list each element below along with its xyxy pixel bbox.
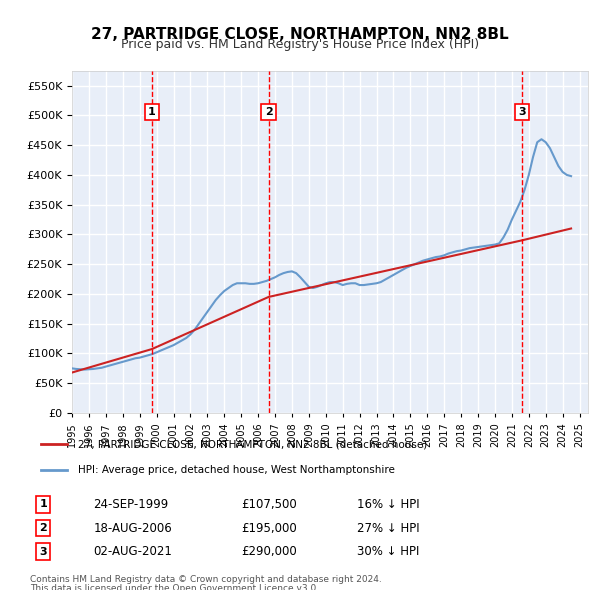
Text: 02-AUG-2021: 02-AUG-2021	[94, 545, 172, 558]
Text: Contains HM Land Registry data © Crown copyright and database right 2024.: Contains HM Land Registry data © Crown c…	[30, 575, 382, 584]
Text: £107,500: £107,500	[241, 498, 297, 511]
Text: 3: 3	[40, 547, 47, 556]
Text: 27, PARTRIDGE CLOSE, NORTHAMPTON, NN2 8BL: 27, PARTRIDGE CLOSE, NORTHAMPTON, NN2 8B…	[91, 27, 509, 41]
Text: 27% ↓ HPI: 27% ↓ HPI	[358, 522, 420, 535]
Text: £290,000: £290,000	[241, 545, 297, 558]
Text: 27, PARTRIDGE CLOSE, NORTHAMPTON, NN2 8BL (detached house): 27, PARTRIDGE CLOSE, NORTHAMPTON, NN2 8B…	[77, 440, 427, 449]
Text: £195,000: £195,000	[241, 522, 297, 535]
Text: 2: 2	[265, 107, 272, 117]
Text: 3: 3	[518, 107, 526, 117]
Text: 18-AUG-2006: 18-AUG-2006	[94, 522, 172, 535]
Text: 16% ↓ HPI: 16% ↓ HPI	[358, 498, 420, 511]
Text: This data is licensed under the Open Government Licence v3.0.: This data is licensed under the Open Gov…	[30, 584, 319, 590]
Text: 24-SEP-1999: 24-SEP-1999	[94, 498, 169, 511]
Text: 30% ↓ HPI: 30% ↓ HPI	[358, 545, 420, 558]
Text: 1: 1	[40, 500, 47, 509]
Text: 1: 1	[148, 107, 156, 117]
Text: 2: 2	[40, 523, 47, 533]
Text: Price paid vs. HM Land Registry's House Price Index (HPI): Price paid vs. HM Land Registry's House …	[121, 38, 479, 51]
Text: HPI: Average price, detached house, West Northamptonshire: HPI: Average price, detached house, West…	[77, 466, 394, 475]
